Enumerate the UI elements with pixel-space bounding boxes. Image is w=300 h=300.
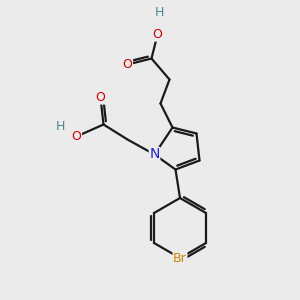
- Text: O: O: [123, 58, 132, 71]
- Text: O: O: [153, 28, 162, 41]
- Text: H: H: [155, 6, 165, 20]
- Text: O: O: [96, 91, 105, 104]
- Text: H: H: [55, 119, 65, 133]
- Text: N: N: [149, 148, 160, 161]
- Text: Br: Br: [173, 251, 187, 265]
- Text: O: O: [72, 130, 81, 143]
